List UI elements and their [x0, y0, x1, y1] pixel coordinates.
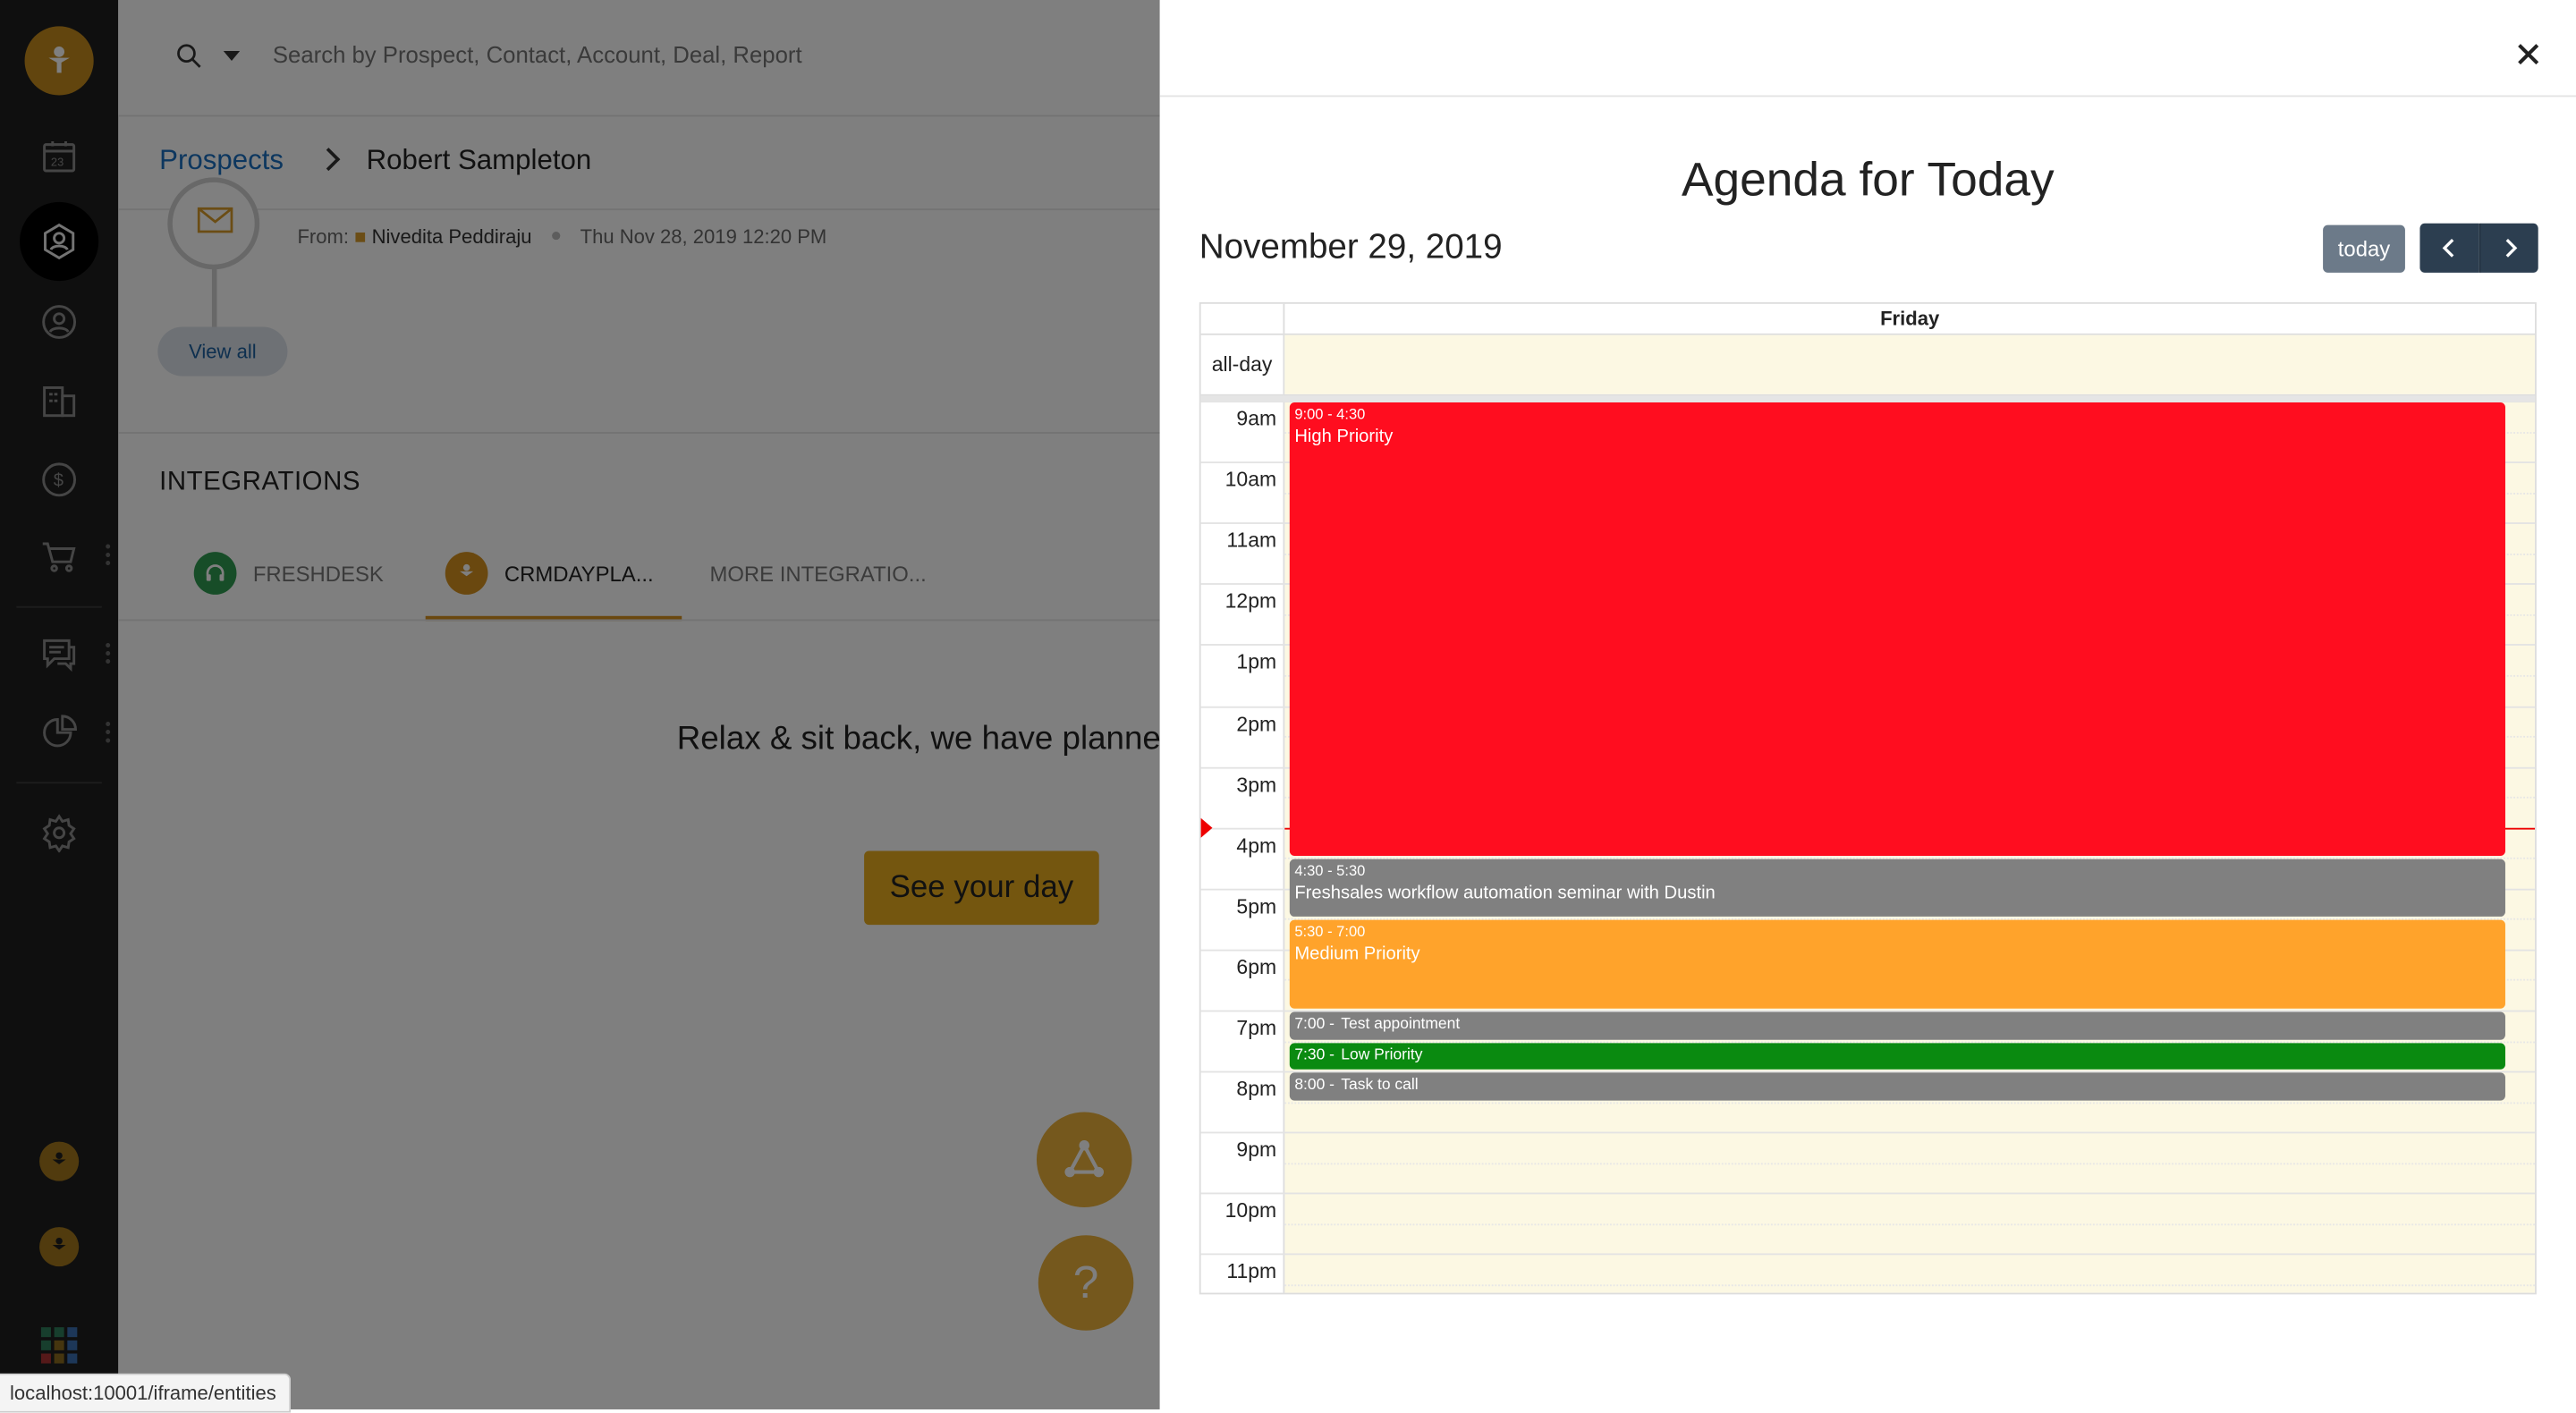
- hour-label: 9pm: [1236, 1138, 1277, 1162]
- calendar-event[interactable]: 7:00 - Test appointment: [1289, 1011, 2505, 1039]
- half-hour-gridline: [1284, 1223, 2536, 1225]
- half-hour-gridline: [1284, 1162, 2536, 1164]
- close-icon[interactable]: [2510, 36, 2546, 72]
- event-time: 7:00 -: [1294, 1015, 1335, 1034]
- event-title: Task to call: [1341, 1076, 1419, 1095]
- event-time: 5:30 - 7:00: [1294, 923, 1366, 941]
- hour-gridline: [1200, 1131, 2536, 1134]
- calendar-event[interactable]: 4:30 - 5:30 Freshsales workflow automatio…: [1289, 859, 2505, 918]
- hour-label: 5pm: [1236, 894, 1277, 918]
- calendar-event[interactable]: 7:30 - Low Priority: [1289, 1042, 2505, 1070]
- hour-label: 12pm: [1224, 589, 1277, 613]
- hour-label: 4pm: [1236, 833, 1277, 858]
- agenda-date: November 29, 2019: [1199, 228, 1503, 267]
- event-time: 7:30 -: [1294, 1045, 1335, 1064]
- status-bar-url: localhost:10001/iframe/entities: [0, 1373, 292, 1413]
- half-hour-gridline: [1284, 1101, 2536, 1104]
- agenda-title: Agenda for Today: [1682, 154, 2055, 207]
- hour-gridline: [1200, 1193, 2536, 1195]
- hour-label: 3pm: [1236, 773, 1277, 797]
- half-hour-gridline: [1284, 918, 2536, 921]
- event-title: High Priority: [1294, 427, 1394, 447]
- hour-label: 11am: [1226, 529, 1277, 553]
- hour-gridline: [1200, 401, 2536, 403]
- half-hour-gridline: [1284, 1284, 2536, 1287]
- hour-gridline: [1200, 1070, 2536, 1073]
- hour-label: 1pm: [1236, 651, 1277, 674]
- hour-label: 11pm: [1226, 1260, 1277, 1284]
- now-indicator-arrow-icon: [1200, 817, 1213, 838]
- next-day-button[interactable]: [2479, 223, 2538, 273]
- event-title: Test appointment: [1341, 1015, 1461, 1034]
- hour-label: 2pm: [1236, 712, 1277, 735]
- agenda-panel: Agenda for Today November 29, 2019 today…: [1159, 0, 2576, 1409]
- event-time: 8:00 -: [1294, 1076, 1335, 1095]
- hour-gridline: [1200, 1254, 2536, 1256]
- panel-header: [1159, 0, 2576, 97]
- hour-label: 9am: [1236, 407, 1277, 431]
- event-title: Low Priority: [1341, 1045, 1423, 1064]
- event-title: Medium Priority: [1294, 944, 1420, 965]
- all-day-slot[interactable]: [1284, 334, 2536, 394]
- chevron-left-icon: [2442, 239, 2454, 258]
- event-time: 4:30 - 5:30: [1294, 862, 1366, 880]
- half-hour-gridline: [1284, 858, 2536, 860]
- all-day-label: all-day: [1201, 334, 1285, 394]
- time-gutter: [1201, 401, 1285, 1293]
- event-title: Freshsales workflow automation seminar w…: [1294, 884, 1716, 904]
- calendar-gutter: [1201, 303, 1285, 334]
- today-button[interactable]: today: [2323, 224, 2405, 273]
- hour-label: 7pm: [1236, 1016, 1277, 1040]
- calendar-header: Friday: [1200, 303, 2536, 335]
- calendar-event[interactable]: 8:00 - Task to call: [1289, 1072, 2505, 1100]
- day-calendar: Friday all-day 9am 10am 11am 12pm 1pm 2pm 3pm 4…: [1199, 301, 2537, 1295]
- all-day-row: all-day: [1200, 334, 2536, 396]
- calendar-event[interactable]: 5:30 - 7:00 Medium Priority: [1289, 920, 2505, 1009]
- modal-backdrop[interactable]: [0, 0, 1160, 1409]
- hour-gridline: [1200, 1010, 2536, 1012]
- hour-label: 8pm: [1236, 1078, 1277, 1101]
- day-header: Friday: [1880, 307, 1940, 331]
- chevron-right-icon: [2504, 239, 2517, 258]
- half-hour-gridline: [1284, 1040, 2536, 1043]
- hour-label: 10am: [1224, 468, 1277, 492]
- event-time: 9:00 - 4:30: [1294, 405, 1366, 423]
- hour-label: 6pm: [1236, 955, 1277, 979]
- time-grid: 9am 10am 11am 12pm 1pm 2pm 3pm 4pm 5pm 6pm 7pm 8pm 9…: [1200, 401, 2536, 1293]
- hour-label: 10pm: [1224, 1199, 1277, 1223]
- calendar-event[interactable]: 9:00 - 4:30 High Priority: [1289, 402, 2505, 857]
- calendar-divider: [1200, 395, 2536, 402]
- previous-day-button[interactable]: [2419, 223, 2479, 273]
